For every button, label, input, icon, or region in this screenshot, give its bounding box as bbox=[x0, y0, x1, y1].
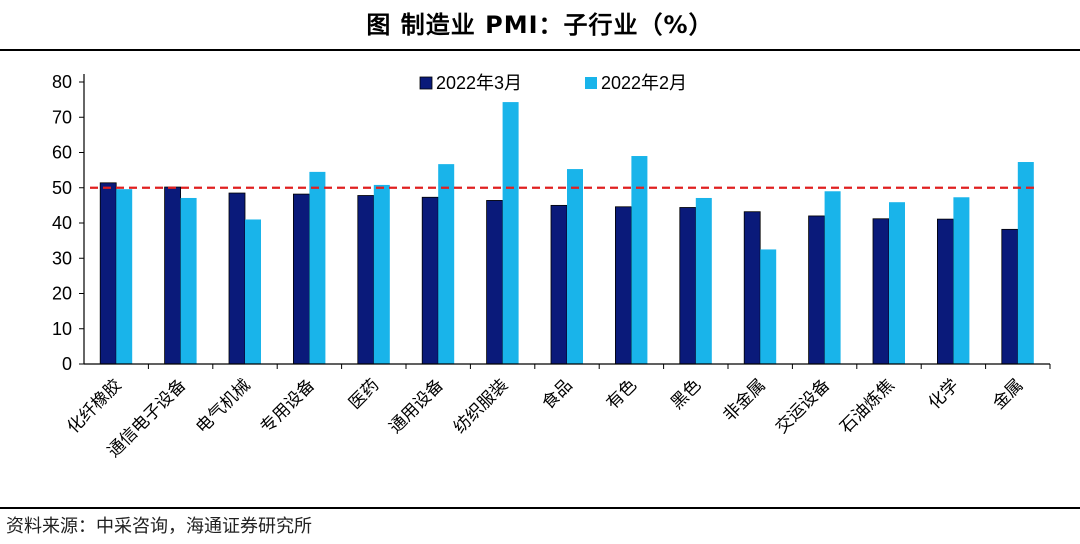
y-tick-label: 10 bbox=[52, 319, 72, 339]
bar-2022-mar bbox=[679, 207, 697, 365]
bar-2022-mar bbox=[937, 218, 954, 365]
bar-2022-mar bbox=[486, 200, 504, 365]
x-category-label: 医药 bbox=[345, 375, 383, 413]
chart-title: 图 制造业 PMI：子行业（%） bbox=[366, 11, 714, 39]
bar-2022-feb bbox=[889, 202, 905, 364]
x-category-label: 化学 bbox=[925, 375, 963, 413]
legend-label: 2022年2月 bbox=[601, 73, 687, 93]
x-category-label: 化纤橡胶 bbox=[64, 375, 126, 437]
bar-2022-feb bbox=[760, 249, 777, 364]
bar-2022-mar bbox=[872, 218, 890, 365]
x-category-label: 黑色 bbox=[667, 375, 705, 413]
bar-2022-feb bbox=[631, 156, 648, 364]
bar-2022-feb bbox=[567, 169, 583, 364]
bar-2022-mar bbox=[164, 186, 182, 365]
bar-2022-mar bbox=[99, 182, 117, 365]
bar-2022-feb bbox=[502, 102, 519, 364]
y-tick-label: 30 bbox=[52, 248, 72, 268]
x-category-label: 非金属 bbox=[720, 375, 770, 425]
x-category-label: 食品 bbox=[538, 375, 576, 413]
bar-2022-feb bbox=[180, 197, 197, 364]
bar-2022-mar bbox=[550, 204, 568, 365]
bar-2022-feb bbox=[824, 191, 841, 364]
bar-2022-mar bbox=[292, 193, 310, 365]
y-tick-label: 80 bbox=[52, 72, 72, 92]
bar-2022-mar bbox=[1001, 228, 1019, 365]
x-category-label: 金属 bbox=[989, 375, 1027, 413]
bar-2022-mar bbox=[615, 206, 632, 365]
y-tick-label: 0 bbox=[62, 354, 72, 374]
title-divider bbox=[0, 49, 1080, 51]
bar-2022-feb bbox=[953, 197, 970, 364]
bar-2022-mar bbox=[228, 192, 246, 365]
x-category-label: 通用设备 bbox=[386, 375, 448, 437]
bar-2022-feb bbox=[245, 219, 261, 364]
bar-2022-feb bbox=[438, 164, 455, 364]
bar-2022-feb bbox=[373, 184, 390, 364]
x-category-label: 纺织服装 bbox=[450, 375, 512, 437]
x-category-label: 石油炼焦 bbox=[836, 375, 898, 437]
x-category-label: 电气机械 bbox=[192, 375, 254, 437]
x-category-label: 有色 bbox=[603, 375, 641, 413]
bar-2022-mar bbox=[357, 195, 375, 365]
y-tick-label: 70 bbox=[52, 107, 72, 127]
bar-2022-mar bbox=[743, 211, 761, 365]
y-tick-label: 60 bbox=[52, 143, 72, 163]
x-category-label: 交运设备 bbox=[772, 375, 834, 437]
y-tick-label: 40 bbox=[52, 213, 72, 233]
legend-label: 2022年3月 bbox=[436, 73, 522, 93]
x-category-label: 专用设备 bbox=[257, 375, 319, 437]
source-note: 资料来源：中采咨询，海通证券研究所 bbox=[6, 516, 312, 537]
y-tick-label: 20 bbox=[52, 284, 72, 304]
bar-2022-feb bbox=[695, 197, 712, 364]
legend-swatch bbox=[419, 76, 433, 90]
legend-swatch bbox=[585, 77, 597, 89]
y-tick-label: 50 bbox=[52, 178, 72, 198]
bar-2022-mar bbox=[808, 215, 825, 365]
bar-2022-feb bbox=[116, 189, 133, 364]
bar-2022-feb bbox=[309, 171, 326, 364]
bar-2022-mar bbox=[421, 196, 439, 365]
footer-divider bbox=[0, 507, 1080, 509]
bar-2022-feb bbox=[1017, 162, 1034, 364]
